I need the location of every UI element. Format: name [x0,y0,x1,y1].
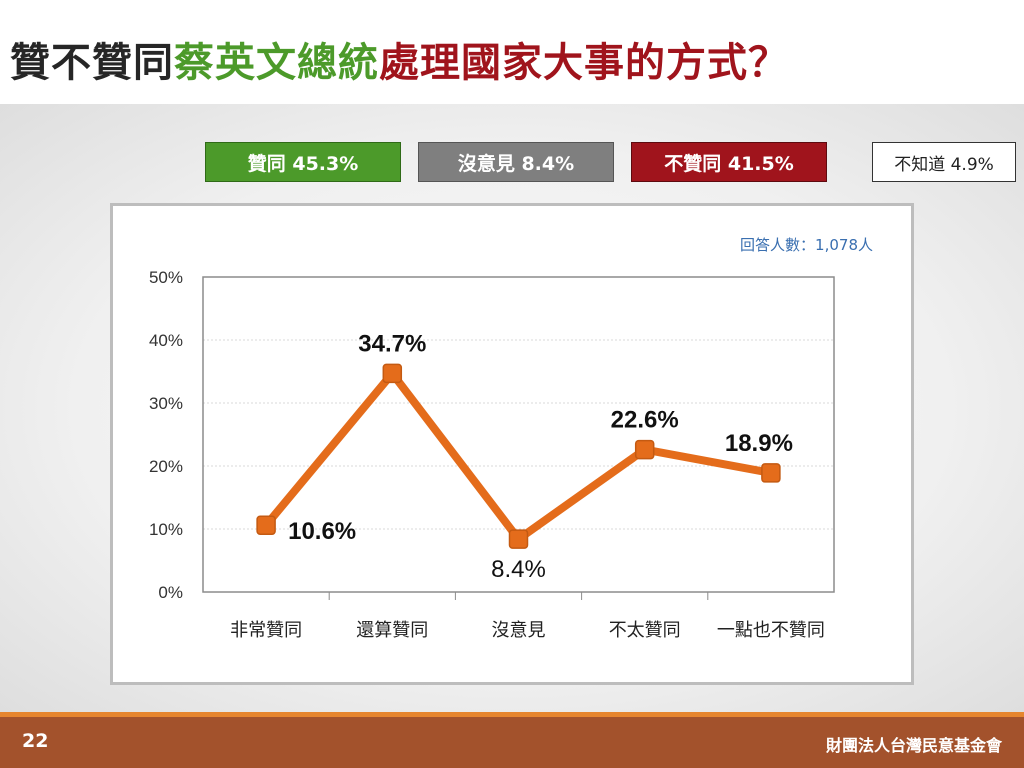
data-label: 18.9% [725,430,793,457]
y-tick-label: 20% [149,457,183,476]
legend-no-opinion: 沒意見 8.4% [418,142,614,182]
x-category-label: 還算贊同 [356,620,428,641]
title-part-3: 處理國家大事的方式？ [379,40,789,86]
x-category-label: 不太贊同 [609,620,681,641]
y-tick-label: 50% [149,268,183,287]
data-label: 34.7% [358,330,426,357]
x-category-label: 非常贊同 [230,620,302,641]
data-label: 22.6% [611,407,679,434]
chart-frame: 0% 10% 20% 30% 40% 50% 非常贊同 還算贊同 沒意見 不太贊同 一點也不贊同 10… [110,203,914,685]
y-tick-label: 30% [149,394,183,413]
data-point [256,515,276,535]
legend-disagree: 不贊同 41.5% [631,142,827,182]
y-tick-label: 40% [149,331,183,350]
line-chart: 0% 10% 20% 30% 40% 50% 非常贊同 還算贊同 沒意見 不太贊同 一點也不贊同 10… [149,236,873,641]
data-point [634,439,655,460]
y-tick-label: 10% [149,520,183,539]
data-point [382,363,403,384]
legend-dont-know: 不知道 4.9% [872,142,1016,182]
respondent-count-note: 回答人數：1,078人 [740,236,873,254]
data-point [508,529,529,549]
data-point [761,463,781,483]
page-title: 贊不贊同蔡英文總統處理國家大事的方式？ [10,30,789,88]
footer-bar [0,712,1024,768]
plot-frame [202,276,835,593]
x-category-label: 沒意見 [492,620,546,641]
y-tick-label: 0% [158,583,183,602]
title-part-1: 贊不贊同 [10,40,174,86]
title-part-2: 蔡英文總統 [174,40,379,86]
data-label: 8.4% [491,556,546,583]
data-label: 10.6% [288,518,356,545]
x-category-label: 一點也不贊同 [717,620,825,641]
organization-name: 財團法人台灣民意基金會 [825,736,1002,755]
legend-agree: 贊同 45.3% [205,142,401,182]
series-line [263,369,772,544]
page-number: 22 [22,730,49,752]
